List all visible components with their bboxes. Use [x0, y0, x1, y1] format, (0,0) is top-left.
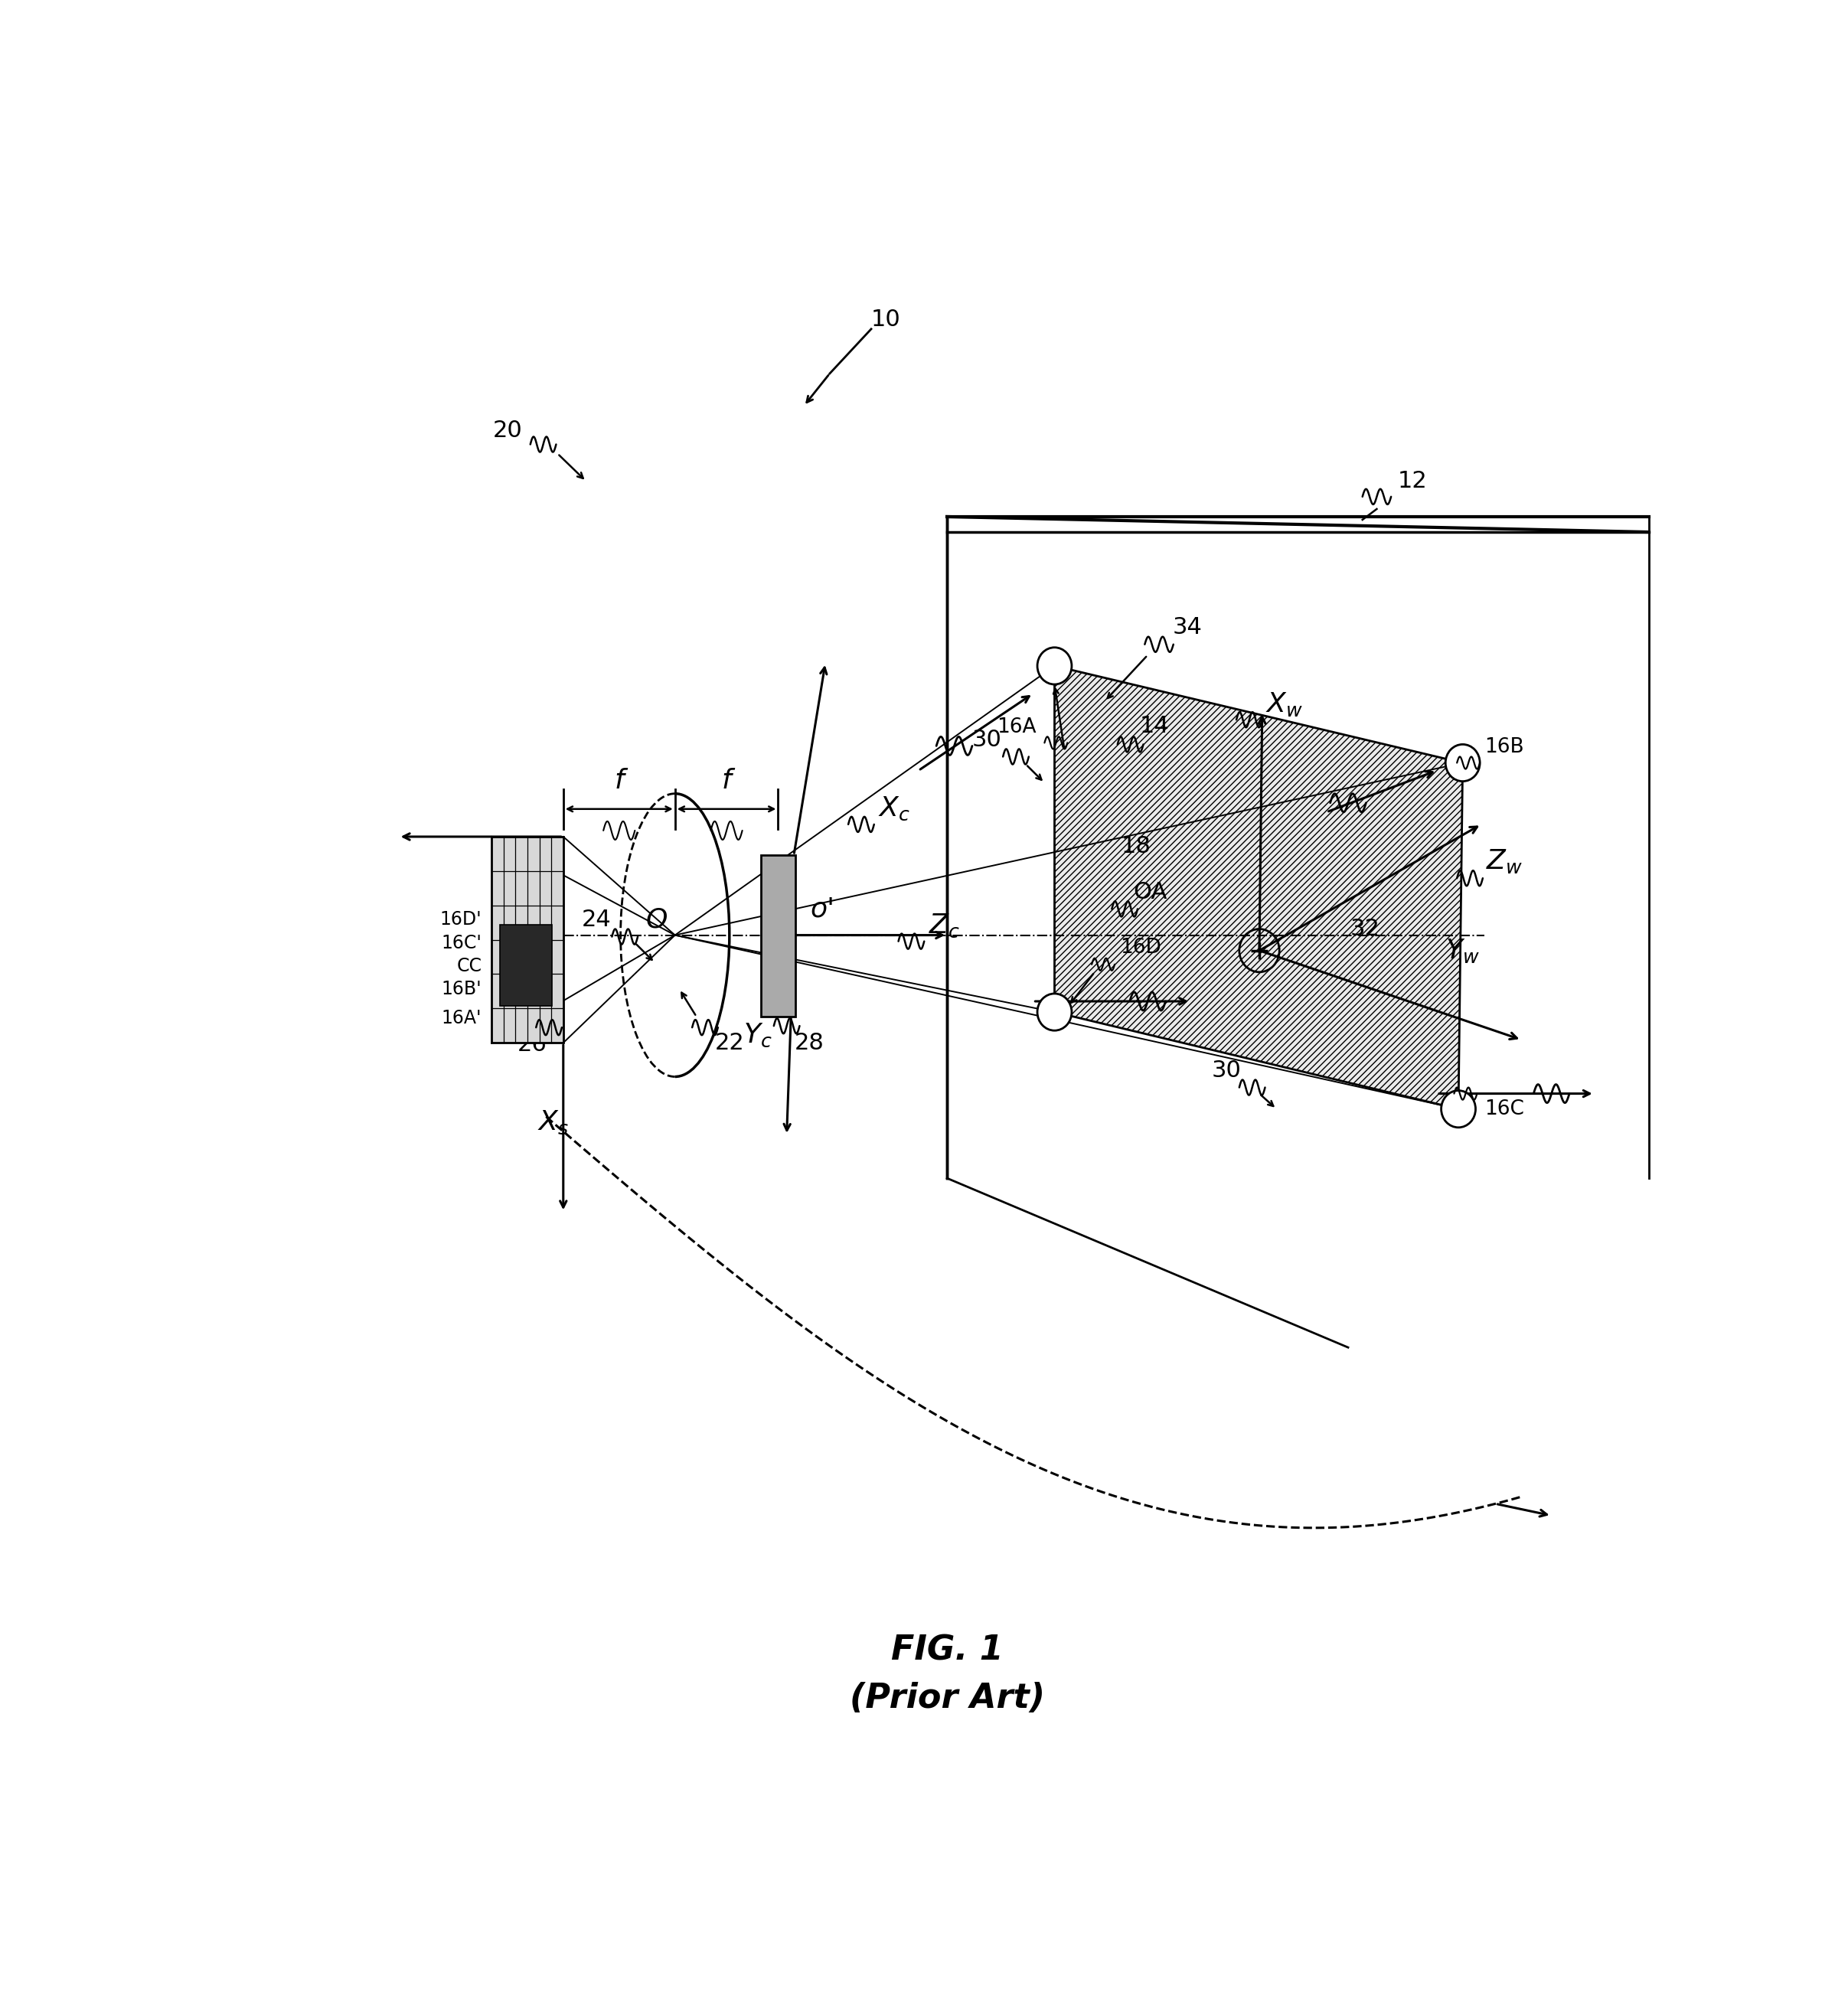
Text: 16C': 16C': [442, 933, 482, 951]
Text: 32: 32: [1351, 917, 1380, 941]
Text: O: O: [645, 907, 667, 933]
Text: $Z_c$: $Z_c$: [928, 913, 959, 939]
Text: 16A': 16A': [442, 1009, 482, 1027]
Text: $Z_w$: $Z_w$: [1486, 847, 1523, 875]
Text: 28: 28: [795, 1031, 824, 1053]
Text: (Prior Art): (Prior Art): [850, 1682, 1044, 1714]
Text: o': o': [809, 895, 835, 921]
Text: 30: 30: [972, 729, 1002, 751]
Text: 22: 22: [715, 1031, 745, 1053]
Text: 24: 24: [582, 909, 612, 931]
Text: 34: 34: [1173, 615, 1203, 639]
Text: OA: OA: [1133, 881, 1168, 903]
Text: 16D: 16D: [1120, 937, 1162, 957]
Polygon shape: [501, 925, 553, 1005]
Polygon shape: [761, 855, 795, 1017]
Text: f: f: [614, 767, 625, 793]
Text: $Y_w$: $Y_w$: [1445, 937, 1480, 965]
Polygon shape: [1055, 665, 1462, 1109]
Text: 16B: 16B: [1484, 737, 1525, 757]
Circle shape: [1037, 993, 1072, 1031]
Text: 14: 14: [1140, 715, 1170, 737]
Circle shape: [1441, 1091, 1475, 1127]
Text: 26: 26: [517, 1033, 547, 1055]
Text: 12: 12: [1397, 470, 1427, 492]
Text: 16D': 16D': [440, 911, 482, 929]
Text: 10: 10: [870, 308, 900, 332]
Text: 16B': 16B': [442, 979, 482, 999]
Text: 20: 20: [493, 420, 523, 442]
Polygon shape: [492, 837, 564, 1043]
Text: $X_w$: $X_w$: [1266, 691, 1303, 717]
Text: $Y_c$: $Y_c$: [743, 1021, 772, 1049]
Text: $X_s$: $X_s$: [538, 1109, 569, 1137]
Text: CC: CC: [456, 957, 482, 975]
Text: 16C: 16C: [1484, 1099, 1525, 1119]
Text: f: f: [723, 767, 732, 793]
Circle shape: [1037, 647, 1072, 685]
Text: FIG. 1: FIG. 1: [891, 1634, 1003, 1666]
Text: 18: 18: [1122, 835, 1151, 857]
Text: $X_c$: $X_c$: [878, 795, 911, 823]
Circle shape: [1445, 745, 1480, 781]
Text: 30: 30: [1212, 1059, 1242, 1081]
Text: 16A: 16A: [996, 717, 1037, 737]
Text: $Y_s$: $Y_s$: [490, 899, 517, 927]
